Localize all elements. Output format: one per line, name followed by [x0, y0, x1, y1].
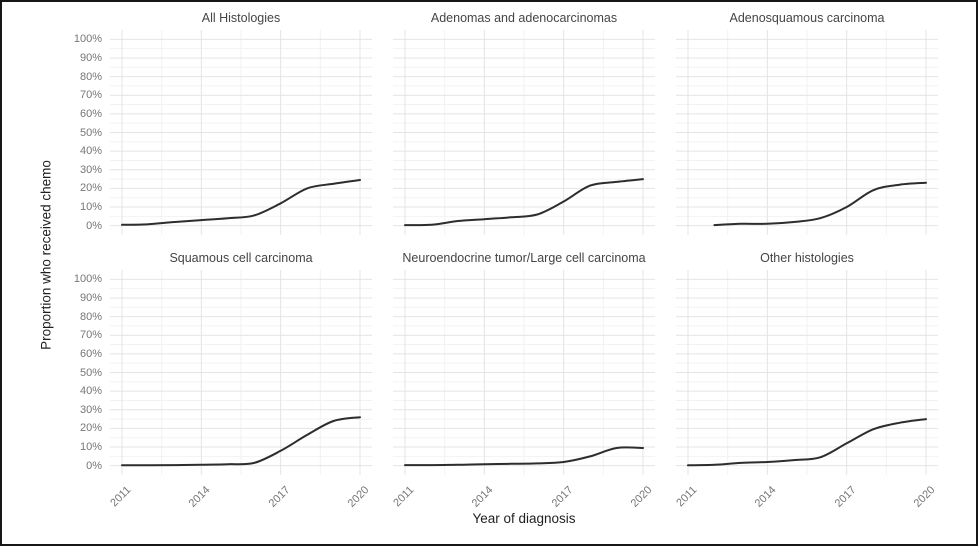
y-tick-label: 10% [79, 441, 102, 454]
trend-line [404, 178, 644, 227]
y-tick-label: 90% [79, 291, 102, 304]
x-tick-label: 2017 [549, 484, 576, 510]
y-tick-label: 50% [79, 126, 102, 139]
panel-squamous-cell-carcinoma: Squamous cell carcinoma [110, 248, 372, 475]
y-tick-label: 70% [79, 329, 102, 342]
x-tick-label: 2011 [391, 484, 417, 510]
y-tick-label: 60% [79, 347, 102, 360]
panel-adenomas-adenocarcinomas: Adenomas and adenocarcinomas [393, 8, 655, 235]
x-tick-label: 2011 [674, 484, 700, 510]
adenosquamous-carcinoma-plot [676, 30, 938, 235]
panel-title: Neuroendocrine tumor/Large cell carcinom… [402, 251, 646, 265]
y-tick-label: 100% [73, 33, 102, 46]
trend-line [404, 446, 644, 467]
panel-adenosquamous-carcinoma: Adenosquamous carcinoma [676, 8, 938, 235]
other-histologies-plot [676, 270, 938, 475]
y-tick-label: 40% [79, 385, 102, 398]
y-tick-label: 90% [79, 51, 102, 64]
y-tick-label: 50% [79, 366, 102, 379]
panel-other-histologies: Other histologies [676, 248, 938, 475]
x-tick-label: 2017 [832, 484, 859, 510]
panel-neuroendocrine-large-cell: Neuroendocrine tumor/Large cell carcinom… [393, 248, 655, 475]
y-axis-ticks-row-1: 0% 10% 20% 30% 40% 50% 60% 70% 80% 90% 100% [0, 30, 106, 235]
squamous-cell-carcinoma-plot [110, 270, 372, 475]
x-tick-label: 2020 [628, 484, 655, 510]
y-tick-label: 60% [79, 107, 102, 120]
panel-title: Other histologies [760, 251, 854, 265]
x-tick-label: 2011 [108, 484, 134, 510]
panel-title: Squamous cell carcinoma [169, 251, 313, 265]
y-tick-label: 100% [73, 273, 102, 286]
all-histologies-plot [110, 30, 372, 235]
x-axis-title: Year of diagnosis [472, 511, 576, 526]
y-tick-label: 0% [86, 459, 102, 472]
adenomas-adenocarcinomas-plot [393, 30, 655, 235]
y-tick-label: 80% [79, 70, 102, 83]
x-tick-label: 2020 [345, 484, 372, 510]
trend-line [121, 416, 361, 467]
trend-line [713, 181, 927, 227]
panel-title: Adenomas and adenocarcinomas [430, 11, 618, 25]
panel-title: Adenosquamous carcinoma [729, 11, 885, 25]
y-tick-label: 20% [79, 182, 102, 195]
y-tick-label: 0% [86, 219, 102, 232]
y-tick-label: 30% [79, 403, 102, 416]
y-tick-label: 30% [79, 163, 102, 176]
x-tick-label: 2020 [911, 484, 938, 510]
y-axis-ticks-row-2: 0% 10% 20% 30% 40% 50% 60% 70% 80% 90% 100% [0, 270, 106, 475]
trend-line [121, 179, 361, 226]
y-tick-label: 10% [79, 201, 102, 214]
x-tick-label: 2017 [266, 484, 293, 510]
panel-title: All Histologies [201, 11, 281, 25]
x-tick-label: 2014 [187, 484, 213, 510]
trend-line [687, 418, 927, 467]
x-tick-label: 2014 [470, 484, 496, 510]
y-tick-label: 80% [79, 310, 102, 323]
y-tick-label: 20% [79, 422, 102, 435]
y-tick-label: 40% [79, 145, 102, 158]
panel-all-histologies: All Histologies [110, 8, 372, 235]
neuroendocrine-large-cell-plot [393, 270, 655, 475]
x-tick-label: 2014 [753, 484, 779, 510]
y-tick-label: 70% [79, 89, 102, 102]
